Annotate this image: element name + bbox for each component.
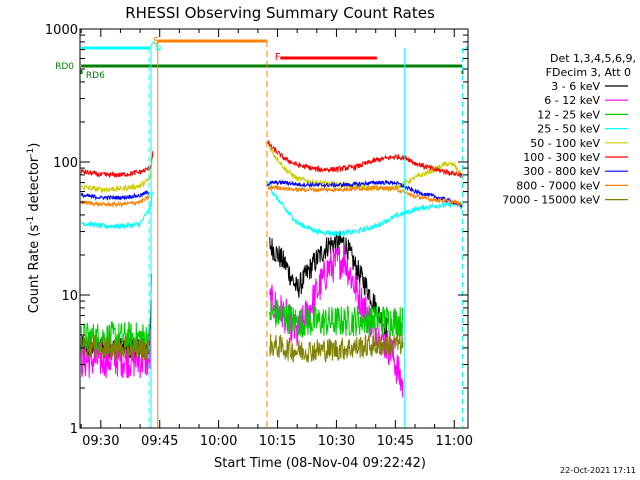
series-300-800keV [80, 179, 463, 208]
timestamp: 22-Oct-2021 17:11 [560, 466, 636, 475]
series-line-7-pre [80, 194, 150, 209]
y-tick-label-100: 100 [53, 156, 78, 171]
label-n: N [155, 44, 162, 54]
series-25-50keV [80, 180, 463, 237]
x-tick-label-11:00: 11:00 [436, 434, 473, 449]
series-line-5-post [267, 139, 463, 179]
series-line-6-post [267, 179, 463, 208]
legend-label-5: 100 - 300 keV [523, 151, 600, 164]
legend-header-line2: FDecim 3, Att 0 [546, 66, 631, 79]
plot-frame [79, 28, 469, 429]
plot-annotations: SN F RD0 RD6 [55, 36, 468, 428]
label-rd0: RD0 [55, 62, 74, 72]
series-50-100keV [80, 142, 463, 193]
series-100-300keV [80, 139, 463, 179]
plot-data-layer [80, 139, 463, 398]
series-6-12keV [80, 245, 404, 398]
x-tick-label-10:45: 10:45 [377, 434, 414, 449]
y-tick-label-1: 1 [70, 422, 78, 437]
label-rd6: RD6 [86, 71, 105, 81]
y-axis-label: Count Rate (s-1 detector-1) [26, 143, 42, 314]
label-s: S [153, 36, 159, 47]
series-line-5-pre [80, 151, 154, 178]
legend-label-7: 800 - 7000 keV [516, 179, 600, 192]
series-line-4-post [267, 142, 463, 193]
legend-label-0: 3 - 6 keV [551, 80, 600, 93]
legend-label-4: 50 - 100 keV [530, 137, 600, 150]
series-line-4-pre [80, 156, 153, 193]
x-tick-label-09:30: 09:30 [82, 434, 119, 449]
series-line-1-pre [80, 300, 152, 379]
axes-layer: 09:30 09:45 10:00 10:15 10:30 10:45 11:00 1 10 10… [45, 23, 473, 449]
series-line-7-post [267, 184, 463, 207]
legend-label-2: 12 - 25 keV [537, 108, 600, 121]
y-tick-label-10: 10 [61, 289, 78, 304]
x-axis-label: Start Time (08-Nov-04 09:22:42) [214, 456, 426, 471]
legend-label-1: 6 - 12 keV [544, 94, 600, 107]
series-line-3-post [267, 180, 463, 237]
label-f: F [275, 52, 281, 63]
x-tick-label-09:45: 09:45 [141, 434, 178, 449]
x-tick-label-10:30: 10:30 [318, 434, 355, 449]
series-800-7000keV [80, 184, 463, 209]
legend-label-6: 300 - 800 keV [523, 165, 600, 178]
series-line-6-pre [80, 189, 150, 201]
x-tick-label-10:15: 10:15 [259, 434, 296, 449]
chart-title: RHESSI Observing Summary Count Rates [125, 4, 435, 22]
series-12-25keV [80, 300, 404, 354]
series-7000-15000keV [80, 332, 404, 364]
y-tick-label-1000: 1000 [45, 23, 78, 38]
series-line-8-post [269, 332, 404, 364]
legend-label-3: 25 - 50 keV [537, 123, 600, 136]
series-line-0-post [269, 231, 388, 338]
legend-label-8: 7000 - 15000 keV [502, 194, 600, 207]
series-line-3-pre [80, 191, 154, 230]
attenuator-hook [149, 41, 156, 49]
series-line-8-pre [80, 334, 150, 361]
series-line-2-pre [80, 321, 150, 354]
x-tick-label-10:00: 10:00 [200, 434, 237, 449]
series-line-2-post [269, 300, 404, 338]
legend-header-line1: Det 1,3,4,5,6,9, [550, 52, 636, 65]
